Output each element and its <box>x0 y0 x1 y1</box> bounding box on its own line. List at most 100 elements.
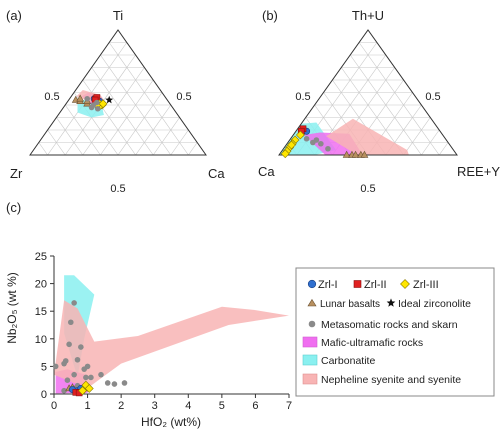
legend-label-nepheline: Nepheline syenite and syenite <box>321 374 461 386</box>
legend-swatch-carbonatite <box>302 354 318 366</box>
point-metasomatic <box>71 371 77 378</box>
point-metasomatic <box>61 360 67 367</box>
legend-label-metasomatic: Metasomatic rocks and skarn <box>321 319 458 331</box>
point-metasomatic <box>88 104 95 111</box>
legend-swatch-nepheline <box>302 373 318 385</box>
grid-line <box>47 129 66 156</box>
point-metasomatic <box>111 381 118 387</box>
point-zrl3 <box>78 386 87 396</box>
x-tick-label: 5 <box>219 400 225 412</box>
point-ideal <box>105 95 114 104</box>
xy-fields-c <box>54 275 289 394</box>
panel-label-c: (c) <box>6 200 21 215</box>
grid-line <box>135 104 172 156</box>
legend-marker-lunar <box>307 298 317 307</box>
grid-line <box>341 67 404 156</box>
point-lunar <box>76 94 85 102</box>
vertex-label-ti: Ti <box>113 8 123 23</box>
ternary-panel-a: (a) Ti Zr Ca 0.5 0.5 0.5 <box>6 8 225 195</box>
ternary-frame-b <box>278 29 458 156</box>
grid-line <box>64 104 101 156</box>
x-tick-label: 6 <box>252 400 258 412</box>
point-lunar <box>342 150 351 158</box>
legend-marker-metasomatic <box>308 320 316 328</box>
xy-panel-c: (c) 0 1 2 3 4 5 6 7 0 5 10 15 20 25 HfO₂ (wt%) Nb₂O₅ … <box>5 200 292 429</box>
x-tick-label: 1 <box>85 400 91 412</box>
point-metasomatic <box>94 99 100 106</box>
grid-line <box>438 142 449 156</box>
point-zrl3 <box>84 384 94 393</box>
ternary-triangle <box>278 29 458 156</box>
tick-label-bottom-a: 0.5 <box>110 183 125 195</box>
grid-line <box>188 142 198 156</box>
point-metasomatic <box>325 145 331 152</box>
legend-marker-zrl3 <box>400 279 410 289</box>
ternary-points-a <box>71 94 114 112</box>
point-metasomatic <box>313 137 320 143</box>
x-tick-label: 7 <box>286 400 292 412</box>
field-nepheline <box>54 300 289 386</box>
point-metasomatic <box>52 363 59 370</box>
point-metasomatic <box>83 374 89 381</box>
x-axis-label: HfO₂ (wt%) <box>141 415 201 429</box>
point-metasomatic <box>67 319 74 326</box>
grid-line <box>403 117 431 156</box>
tick-label-left-b: 0.5 <box>295 91 310 103</box>
y-tick-label: 5 <box>41 361 47 373</box>
legend-swatch-mafic <box>302 336 318 348</box>
vertex-label-ca-b: Ca <box>258 164 275 179</box>
legend-box <box>295 267 495 397</box>
grid-line <box>56 117 84 156</box>
x-tick-label: 3 <box>152 400 158 412</box>
panel-label-b: (b) <box>262 8 278 23</box>
ternary-points-b <box>280 125 369 159</box>
xy-points-c <box>52 300 128 397</box>
legend: Zrl-I Zrl-II Zrl-III Lunar basalts Ideal… <box>295 267 495 397</box>
ternary-grid-a <box>38 42 198 156</box>
vertex-label-reey: REE+Y <box>457 164 500 179</box>
legend-marker-zrl2 <box>353 280 362 288</box>
legend-label-ideal: Ideal zirconolite <box>398 298 471 310</box>
ternary-panel-b: (b) Th+U Ca REE+Y 0.5 0.5 0.5 <box>258 8 500 195</box>
ternary-triangle <box>29 29 207 156</box>
point-metasomatic <box>84 95 90 102</box>
vertex-label-zr: Zr <box>10 166 23 181</box>
point-lunar <box>360 150 369 158</box>
point-metasomatic <box>303 135 310 142</box>
panel-label-a: (a) <box>6 8 22 23</box>
legend-label-carbonatite: Carbonatite <box>321 355 375 367</box>
ternary-frame-a <box>29 29 207 156</box>
x-tick-label: 4 <box>185 400 191 412</box>
grid-line <box>170 129 189 156</box>
grid-line <box>82 67 145 156</box>
point-metasomatic <box>88 374 94 381</box>
point-metasomatic <box>78 344 84 350</box>
y-tick-label: 20 <box>35 279 47 291</box>
grid-line <box>358 42 440 156</box>
vertex-label-thu: Th+U <box>352 8 384 23</box>
legend-label-zrl3: Zrl-III <box>413 279 439 291</box>
point-zrl3 <box>98 99 108 109</box>
grid-line <box>117 92 163 156</box>
legend-label-mafic: Mafic-ultramafic rocks <box>321 337 423 349</box>
point-zrl3 <box>295 130 305 140</box>
point-metasomatic <box>71 300 77 306</box>
tick-label-left-a: 0.5 <box>44 91 59 103</box>
x-tick-label: 2 <box>118 400 124 412</box>
vertex-label-ca: Ca <box>208 166 225 181</box>
y-tick-label: 25 <box>35 251 47 263</box>
point-metasomatic <box>318 140 324 147</box>
legend-label-zrl2: Zrl-II <box>364 279 387 291</box>
point-zrl3 <box>287 140 296 150</box>
tick-label-right-b: 0.5 <box>425 91 440 103</box>
x-tick-label: 0 <box>51 400 57 412</box>
legend-label-zrl1: Zrl-I <box>318 279 338 291</box>
point-metasomatic <box>61 387 67 394</box>
xy-axes-c: 0 1 2 3 4 5 6 7 0 5 10 15 20 25 <box>35 251 292 412</box>
point-metasomatic <box>64 377 71 384</box>
point-zrl3 <box>280 149 290 159</box>
y-tick-label: 15 <box>35 306 47 318</box>
grid-line <box>91 67 154 156</box>
grid-line <box>108 42 189 156</box>
